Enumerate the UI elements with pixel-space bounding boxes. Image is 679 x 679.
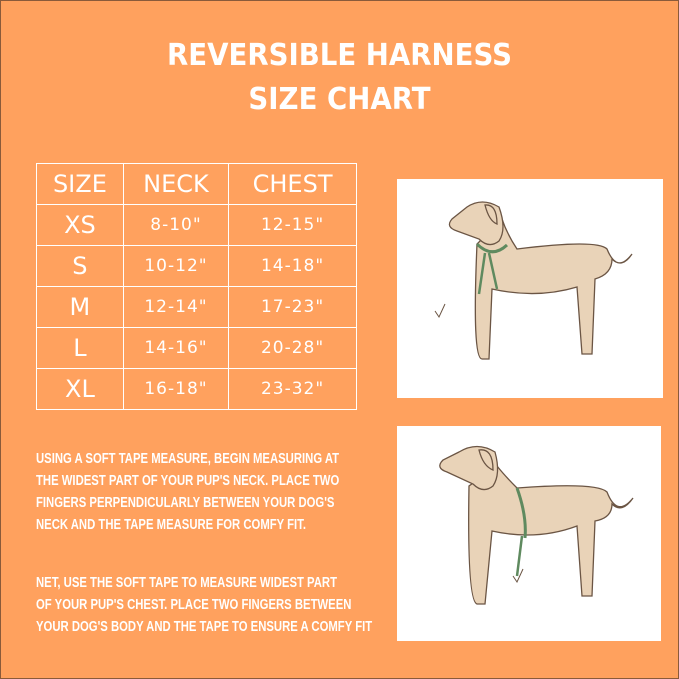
cell-chest: 17-23" — [228, 286, 357, 328]
table-row: S 10-12" 14-18" — [36, 245, 357, 287]
instruction-line: YOUR DOG'S BODY AND THE TAPE TO ENSURE A… — [36, 619, 373, 635]
dog-neck-icon — [434, 201, 633, 360]
cell-size: XL — [36, 368, 124, 410]
header-neck: NECK — [122, 163, 230, 205]
table-header: SIZE NECK CHEST — [36, 163, 357, 205]
table-row: XL 16-18" 23-32" — [36, 368, 357, 410]
cell-neck: 16-18" — [122, 368, 230, 410]
neck-instructions: USING A SOFT TAPE MEASURE, BEGIN MEASURI… — [36, 448, 339, 536]
cell-neck: 14-16" — [122, 327, 230, 369]
instruction-line: OF YOUR PUP'S CHEST. PLACE TWO FINGERS B… — [36, 597, 352, 613]
instruction-line: USING A SOFT TAPE MEASURE, BEGIN MEASURI… — [36, 451, 340, 467]
cell-neck: 12-14" — [122, 286, 230, 328]
chest-instructions: NET, USE THE SOFT TAPE TO MEASURE WIDEST… — [36, 572, 372, 638]
cell-neck: 8-10" — [122, 204, 230, 246]
cell-chest: 20-28" — [228, 327, 357, 369]
table-row: M 12-14" 17-23" — [36, 286, 357, 328]
cell-size: L — [36, 327, 124, 369]
cell-chest: 12-15" — [228, 204, 357, 246]
cell-neck: 10-12" — [122, 245, 230, 287]
header-size: SIZE — [36, 163, 124, 205]
instruction-line: THE WIDEST PART OF YOUR PUP'S NECK. PLAC… — [36, 473, 340, 489]
title-line-1: REVERSIBLE HARNESS — [167, 38, 512, 73]
instruction-line: FINGERS PERPENDICULARLY BETWEEN YOUR DOG… — [36, 495, 335, 511]
table-row: XS 8-10" 12-15" — [36, 204, 357, 246]
instruction-line: NECK AND THE TAPE MEASURE FOR COMFY FIT. — [36, 517, 306, 533]
cell-size: S — [36, 245, 124, 287]
table-row: L 14-16" 20-28" — [36, 327, 357, 369]
cell-chest: 23-32" — [228, 368, 357, 410]
dog-chest-icon — [439, 445, 634, 605]
dog-neck-measurement-image — [397, 179, 663, 398]
size-table: SIZE NECK CHEST XS 8-10" 12-15" S 10-12" 14-… — [36, 163, 357, 410]
cell-size: XS — [36, 204, 124, 246]
header-chest: CHEST — [228, 163, 357, 205]
cell-chest: 14-18" — [228, 245, 357, 287]
dog-chest-measurement-image — [397, 426, 661, 641]
cell-size: M — [36, 286, 124, 328]
title-line-2: SIZE CHART — [248, 82, 431, 117]
instruction-line: NET, USE THE SOFT TAPE TO MEASURE WIDEST… — [36, 575, 337, 591]
